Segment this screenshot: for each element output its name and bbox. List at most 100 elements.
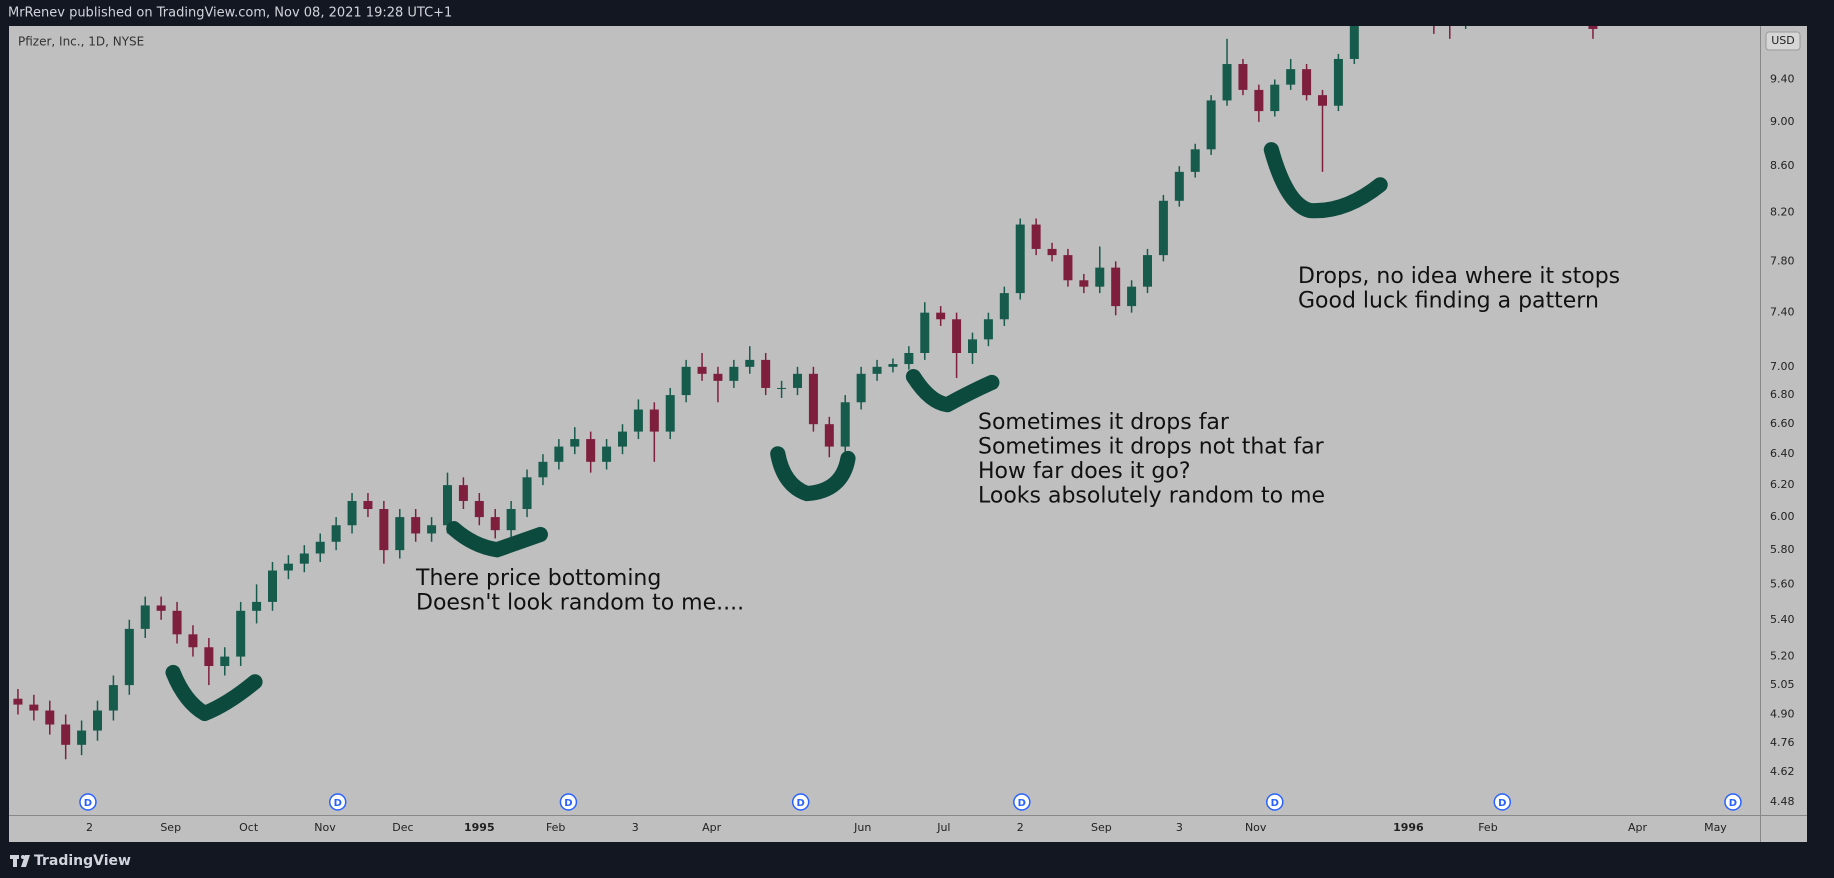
dividend-marker: [559, 793, 578, 811]
drawn-curve: [770, 446, 856, 502]
x-tick-label: Dec: [392, 821, 413, 834]
candle-body: [904, 353, 914, 365]
dividend-label: D: [564, 798, 572, 809]
candle-body: [108, 685, 118, 711]
candle-body: [1158, 200, 1168, 256]
candle-body: [618, 431, 627, 447]
dividend-marker: [1013, 793, 1031, 811]
candle-body: [124, 628, 134, 686]
y-tick-label: 6.20: [1770, 478, 1795, 491]
x-tick-label: May: [1704, 821, 1727, 834]
y-tick-label: 9.40: [1770, 72, 1795, 85]
annotation-line: Looks absolutely random to me: [978, 484, 1325, 509]
candle-body: [554, 446, 564, 462]
candle-body: [745, 359, 755, 367]
candle-body: [570, 439, 580, 447]
candle-body: [793, 373, 802, 388]
candle-body: [1588, 26, 1598, 29]
x-tick-label: 1995: [464, 821, 495, 834]
candle-body: [1206, 100, 1216, 150]
candle-body: [586, 439, 596, 462]
y-tick-label: 4.90: [1770, 708, 1795, 721]
x-tick-label: Feb: [1478, 821, 1497, 834]
drawn-curve: [1263, 142, 1388, 219]
dividend-marker: [1266, 793, 1284, 811]
y-tick-label: 6.60: [1770, 417, 1795, 430]
candle-body: [61, 724, 71, 745]
annotation-line: Drops, no idea where it stops: [1298, 264, 1620, 289]
candle-body: [1286, 69, 1296, 85]
candle-body: [347, 500, 357, 526]
chart-panel: [9, 26, 1807, 842]
candle-body: [1031, 224, 1041, 249]
candle-body: [236, 610, 246, 657]
candle-body: [93, 710, 102, 731]
candle-body: [29, 704, 39, 711]
dividend-label: D: [1729, 798, 1737, 809]
candle-body: [1270, 84, 1280, 112]
candle-body: [697, 366, 707, 374]
candle-body: [808, 373, 818, 425]
logo-part: [21, 855, 30, 867]
candle-body: [872, 366, 882, 374]
candle-body: [1111, 267, 1121, 307]
y-tick-label: 7.80: [1770, 254, 1795, 267]
y-tick-label: 6.40: [1770, 447, 1795, 460]
candle-body: [777, 387, 787, 389]
x-tick-label: Jun: [853, 821, 871, 834]
y-tick-label: 6.00: [1770, 510, 1795, 523]
x-tick-label: Nov: [314, 821, 336, 834]
dividend-label: D: [797, 798, 805, 809]
currency-label: USD: [1771, 34, 1795, 47]
candle-body: [506, 509, 516, 531]
candle-body: [156, 605, 166, 611]
x-tick-label: Oct: [239, 821, 259, 834]
candle-body: [952, 319, 962, 354]
y-tick-label: 5.60: [1770, 577, 1795, 590]
candle-body: [1190, 149, 1200, 172]
candle-body: [888, 364, 898, 367]
publish-info: MrRenev published on TradingView.com, No…: [8, 6, 452, 21]
candle-body: [602, 446, 612, 462]
drawings: [165, 142, 1388, 722]
x-tick-label: 2: [86, 821, 93, 834]
candle-body: [840, 402, 850, 447]
candle-body: [1254, 89, 1264, 112]
x-tick-label: Sep: [160, 821, 181, 834]
logo-part: [13, 855, 17, 867]
candle-body: [1095, 267, 1105, 287]
annotation-line: Sometimes it drops not that far: [978, 435, 1325, 460]
x-tick-label: Jul: [936, 821, 950, 834]
candle-body: [268, 570, 277, 602]
candle-body: [856, 373, 866, 403]
y-tick-label: 4.76: [1770, 736, 1795, 749]
dividend-label: D: [334, 798, 342, 809]
candle-body: [490, 517, 500, 531]
x-tick-label: Feb: [546, 821, 565, 834]
candle-body: [729, 366, 739, 381]
candle-body: [1127, 286, 1137, 307]
candle-body: [427, 525, 437, 534]
candle-body: [1047, 248, 1057, 256]
candle-body: [936, 312, 946, 320]
dividend-marker: [1493, 793, 1512, 811]
x-tick-label: 2: [1017, 821, 1024, 834]
footer-brand: TradingView: [34, 853, 131, 869]
x-tick-label: Apr: [1628, 821, 1648, 834]
x-tick-label: 3: [1176, 821, 1183, 834]
x-tick-label: Sep: [1091, 821, 1112, 834]
candle-body: [1318, 95, 1327, 106]
candle-body: [983, 319, 993, 340]
y-tick-label: 7.00: [1770, 360, 1795, 373]
candle-body: [252, 601, 262, 611]
candle-body: [1063, 255, 1073, 281]
dividend-marker: [791, 793, 810, 811]
candle-body: [824, 424, 834, 447]
candle-body: [188, 634, 198, 648]
candle-body: [283, 563, 293, 571]
candle-body: [920, 312, 930, 354]
candle-body: [1238, 64, 1248, 90]
candle-body: [458, 485, 468, 501]
